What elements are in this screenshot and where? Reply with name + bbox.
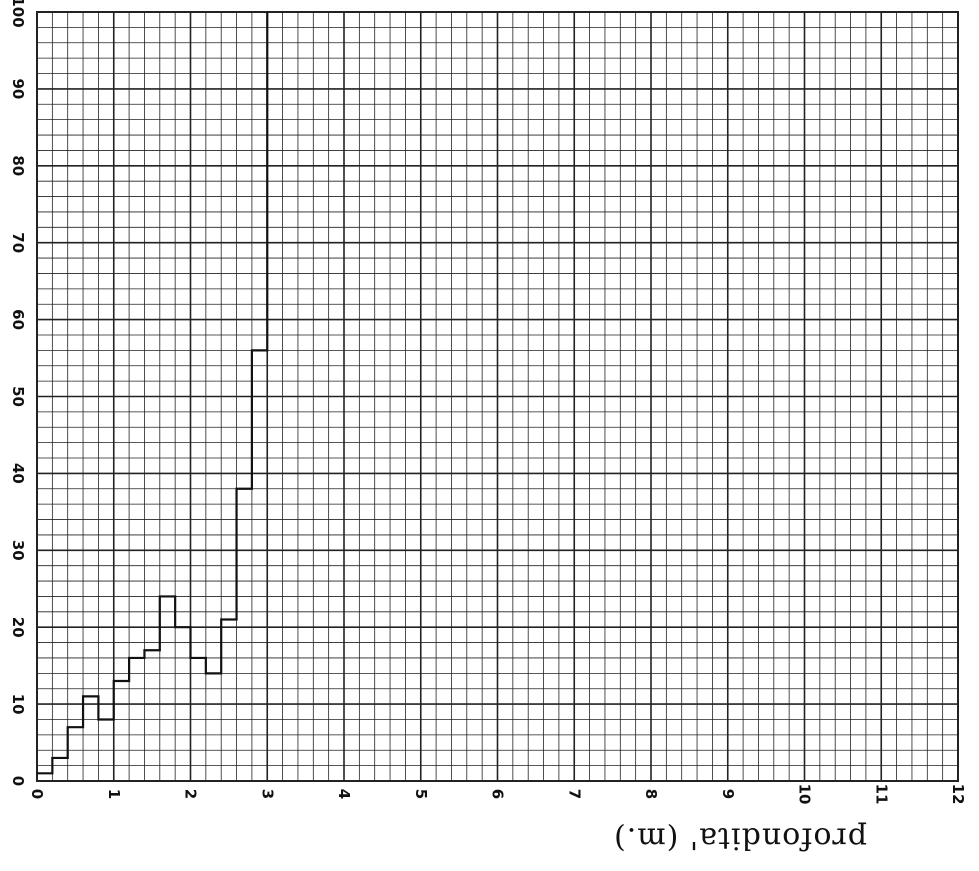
x-tick-label: 12 [949, 784, 967, 805]
y-tick-label: 90 [9, 78, 27, 99]
x-tick-label: 7 [565, 789, 583, 799]
x-tick-label: 2 [182, 789, 200, 799]
x-tick-label: 0 [28, 789, 46, 799]
y-tick-labels: 0 10 20 30 40 50 60 70 80 90 100 [9, 0, 27, 786]
y-tick-label: 10 [9, 694, 27, 715]
y-tick-label: 70 [9, 232, 27, 253]
x-tick-label: 11 [872, 784, 890, 805]
y-tick-label: 50 [9, 386, 27, 407]
x-tick-label: 1 [105, 789, 123, 799]
x-tick-label: 6 [489, 789, 507, 799]
series-layer: 13711813161724201614213856100 [37, 12, 269, 775]
x-tick-labels: 0 1 2 3 4 5 6 7 8 9 10 11 12 [28, 784, 967, 805]
y-tick-label: 40 [9, 463, 27, 484]
plot-frame [36, 11, 959, 782]
y-tick-label: 30 [9, 540, 27, 561]
series-0-step-line [37, 12, 269, 775]
x-tick-label: 8 [642, 789, 660, 799]
x-axis-label: profondita' (m.) [613, 821, 867, 856]
y-tick-label: 80 [9, 155, 27, 176]
grid [36, 11, 959, 782]
x-tick-label: 3 [258, 789, 276, 799]
x-tick-label: 4 [335, 789, 353, 799]
y-tick-label: 0 [9, 776, 27, 786]
x-tick-label: 10 [796, 784, 814, 805]
x-tick-label: 9 [719, 789, 737, 799]
y-tick-label: 20 [9, 617, 27, 638]
x-tick-label: 5 [412, 789, 430, 799]
y-tick-label: 60 [9, 309, 27, 330]
y-tick-label: 100 [9, 0, 27, 28]
